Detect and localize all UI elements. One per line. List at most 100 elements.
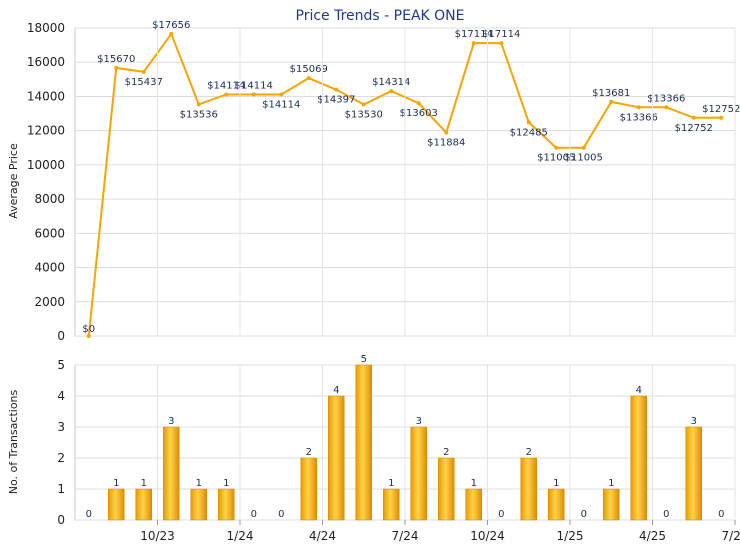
transactions-data-label: 3 [168,416,174,427]
price-point [499,41,504,46]
transactions-data-label: 0 [581,509,587,520]
transactions-data-label: 0 [251,509,257,520]
price-y-tick-label: 12000 [27,124,65,138]
transactions-bar [548,488,565,521]
transactions-data-label: 4 [333,385,339,396]
price-point [224,92,229,97]
transactions-data-label: 1 [388,478,394,489]
transactions-y-tick-label: 4 [57,389,65,403]
transactions-bar [135,488,152,521]
transactions-bar [465,488,482,521]
price-point [196,102,201,107]
transactions-data-label: 1 [141,478,147,489]
price-data-label: $11005 [565,153,603,164]
price-data-label: $17114 [482,29,520,40]
price-point [581,145,586,150]
transactions-bar [300,457,317,521]
price-point [389,89,394,94]
x-tick-label: 7/24 [392,529,419,543]
transactions-data-label: 3 [416,416,422,427]
transactions-data-label: 3 [691,416,697,427]
transactions-data-label: 1 [196,478,202,489]
transactions-bar [218,488,235,521]
transactions-data-label: 0 [86,509,92,520]
price-point [691,115,696,120]
transactions-bar [190,488,207,521]
transactions-data-label: 1 [471,478,477,489]
price-y-tick-label: 16000 [27,55,65,69]
transactions-bar [630,395,647,521]
price-y-tick-label: 4000 [34,261,65,275]
price-data-label: $13681 [592,88,630,99]
transactions-data-label: 5 [361,354,367,365]
price-point [719,115,724,120]
price-y-tick-label: 8000 [34,192,65,206]
price-y-tick-label: 18000 [27,21,65,35]
price-y-tick-label: 0 [57,329,65,343]
price-data-label: $11005 [537,153,575,164]
price-y-tick-label: 14000 [27,89,65,103]
transactions-data-label: 1 [113,478,119,489]
price-data-label: $11884 [427,138,465,149]
transactions-bar [685,426,702,521]
price-point [636,105,641,110]
price-data-label: $15670 [97,54,135,65]
price-point [471,41,476,46]
price-point [251,92,256,97]
transactions-bar [328,395,345,521]
transactions-y-tick-label: 2 [57,451,65,465]
x-tick-label: 4/25 [639,529,666,543]
transactions-bar [383,488,400,521]
x-tick-label: 10/23 [140,529,175,543]
price-y-tick-label: 6000 [34,226,65,240]
transactions-bar [603,488,620,521]
transactions-bar [410,426,427,521]
price-point [609,99,614,104]
price-data-label: $15437 [125,77,163,88]
x-tick-label: 7/25 [722,529,740,543]
price-data-label: $17656 [152,20,190,31]
transactions-data-label: 1 [608,478,614,489]
transactions-data-label: 1 [553,478,559,489]
price-point [664,105,669,110]
price-data-label: $13366 [647,93,685,104]
price-data-label: $13530 [345,109,383,120]
price-point [334,87,339,92]
transactions-y-tick-label: 0 [57,513,65,527]
price-point [416,101,421,106]
price-data-label: $14314 [372,77,410,88]
price-data-label: $13536 [180,109,218,120]
price-data-label: $12485 [510,127,548,138]
transactions-bar-panel: 0 1 2 3 4 5 0 1 1 3 1 1 0 0 2 4 5 1 3 2 1 0 2 1 0 1 4 0 3 0 10/23 1/24 4… [57,354,740,543]
price-point [86,334,91,338]
price-axis-label: Average Price [7,143,20,219]
transactions-bar [520,457,537,521]
x-tick-label: 4/24 [309,529,336,543]
x-tick-label: 1/24 [227,529,254,543]
transactions-data-label: 1 [223,478,229,489]
transactions-data-label: 2 [526,447,532,458]
price-point [526,120,531,125]
transactions-y-tick-label: 5 [57,358,65,372]
price-point [169,31,174,36]
transactions-bar [108,488,125,521]
transactions-data-label: 0 [718,509,724,520]
price-point [279,92,284,97]
price-data-label: $13603 [400,108,438,119]
price-data-label: $12752 [675,123,713,134]
transactions-bar [163,426,180,521]
transactions-data-label: 2 [306,447,312,458]
transactions-bar [438,457,455,521]
price-y-tick-label: 2000 [34,295,65,309]
transactions-data-label: 2 [443,447,449,458]
price-data-label: $13366 [620,112,658,123]
transactions-data-label: 0 [663,509,669,520]
x-tick-label: 1/25 [557,529,584,543]
price-data-label: $14114 [262,99,300,110]
transactions-axis-label: No. of Transactions [7,389,20,494]
price-line-panel: 0 2000 4000 6000 8000 10000 12000 14000 16000 180… [27,20,740,343]
price-data-label: $0 [82,324,95,335]
price-data-label: $15069 [290,64,328,75]
price-point [554,145,559,150]
